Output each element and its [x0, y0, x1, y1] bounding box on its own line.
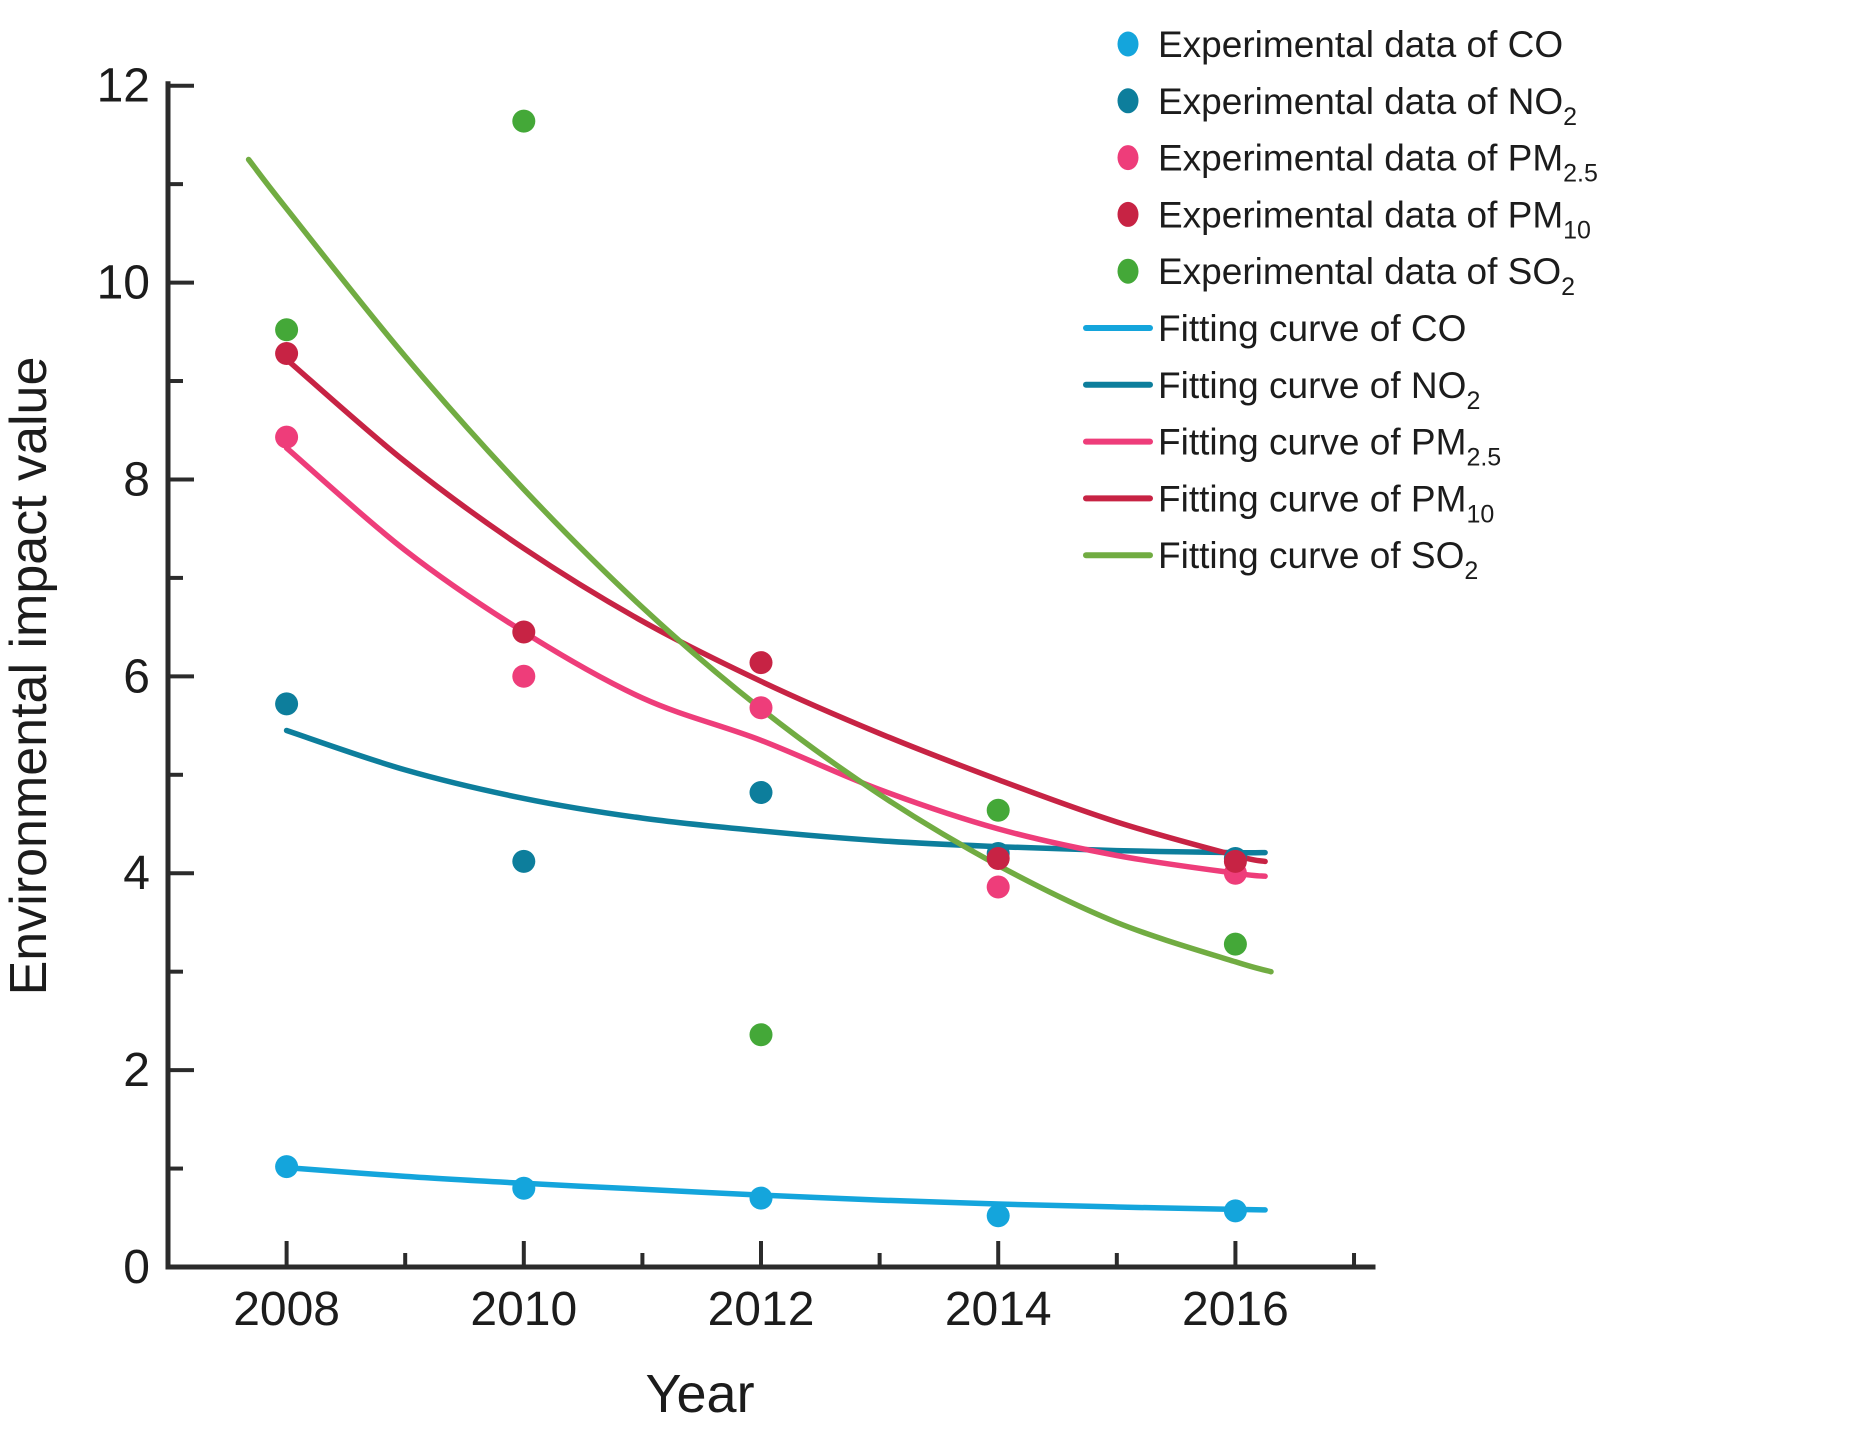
x-tick-label: 2012 — [708, 1283, 815, 1336]
data-point-PM10 — [275, 342, 299, 365]
data-point-SO2 — [275, 318, 299, 342]
y-tick-label: 10 — [97, 257, 150, 310]
x-tick-label: 2008 — [233, 1283, 340, 1336]
data-point-SO2 — [1223, 932, 1247, 956]
data-point-SO2 — [512, 109, 536, 133]
data-point-NO2 — [275, 692, 299, 716]
legend-item-label: Experimental data of NO2 — [1158, 81, 1577, 131]
data-point-CO — [275, 1155, 299, 1179]
legend-marker-icon — [1117, 145, 1139, 171]
data-point-PM2.5 — [512, 664, 536, 688]
data-point-PM10 — [986, 847, 1010, 870]
legend-item-label: Fitting curve of PM10 — [1158, 478, 1494, 528]
x-tick-label: 2016 — [1182, 1283, 1289, 1336]
legend: Experimental data of CO Experimental data… — [1083, 24, 1598, 585]
fitting-curve-NO2 — [283, 727, 1268, 856]
fitting-curve-CO — [283, 1164, 1268, 1213]
y-tick-label: 8 — [123, 453, 150, 506]
data-point-CO — [749, 1186, 773, 1210]
tick-labels: 2008 2010 2012 2014 2016 0 2 4 6 8 10 12 — [97, 60, 1289, 1336]
data-points — [275, 109, 1247, 1228]
data-point-SO2 — [749, 1023, 773, 1047]
data-point-CO — [986, 1204, 1010, 1228]
legend-item-label: Fitting curve of PM2.5 — [1158, 422, 1501, 472]
x-axis-title: Year — [645, 1364, 754, 1424]
legend-item-label: Experimental data of CO — [1158, 24, 1563, 65]
data-point-CO — [512, 1176, 536, 1200]
data-point-PM2.5 — [986, 875, 1010, 899]
legend-marker-icon — [1117, 31, 1139, 57]
fitting-curve-PM2.5 — [283, 445, 1268, 879]
data-point-SO2 — [986, 798, 1010, 822]
y-tick-label: 4 — [123, 847, 150, 900]
y-axis-title: Environmental impact value — [0, 357, 58, 996]
fitting-curve-PM10 — [283, 356, 1268, 865]
legend-item-label: Fitting curve of NO2 — [1158, 365, 1480, 415]
axes — [165, 81, 1376, 1270]
data-point-PM10 — [512, 620, 536, 644]
data-point-PM10 — [749, 651, 773, 675]
legend-marker-icon — [1117, 201, 1139, 227]
data-point-PM2.5 — [749, 696, 773, 720]
data-point-PM2.5 — [275, 425, 299, 449]
fitting-curves — [245, 156, 1274, 1213]
y-tick-label: 2 — [123, 1044, 150, 1097]
legend-marker-icon — [1117, 88, 1139, 114]
legend-item-label: Experimental data of PM10 — [1158, 194, 1591, 244]
legend-item-label: Experimental data of PM2.5 — [1158, 138, 1598, 188]
data-point-NO2 — [512, 849, 536, 873]
data-point-PM10 — [1223, 849, 1247, 873]
legend-item-label: Experimental data of SO2 — [1158, 251, 1575, 301]
x-tick-label: 2010 — [470, 1283, 577, 1336]
data-point-CO — [1223, 1199, 1247, 1223]
fitting-curve-SO2 — [245, 156, 1274, 975]
legend-item-label: Fitting curve of SO2 — [1158, 535, 1478, 585]
y-tick-label: 0 — [123, 1241, 150, 1294]
legend-marker-icon — [1117, 258, 1139, 284]
y-tick-label: 12 — [97, 60, 150, 113]
data-point-NO2 — [749, 781, 773, 804]
y-tick-label: 6 — [123, 650, 150, 703]
x-tick-label: 2014 — [945, 1283, 1052, 1336]
legend-item-label: Fitting curve of CO — [1158, 308, 1466, 349]
